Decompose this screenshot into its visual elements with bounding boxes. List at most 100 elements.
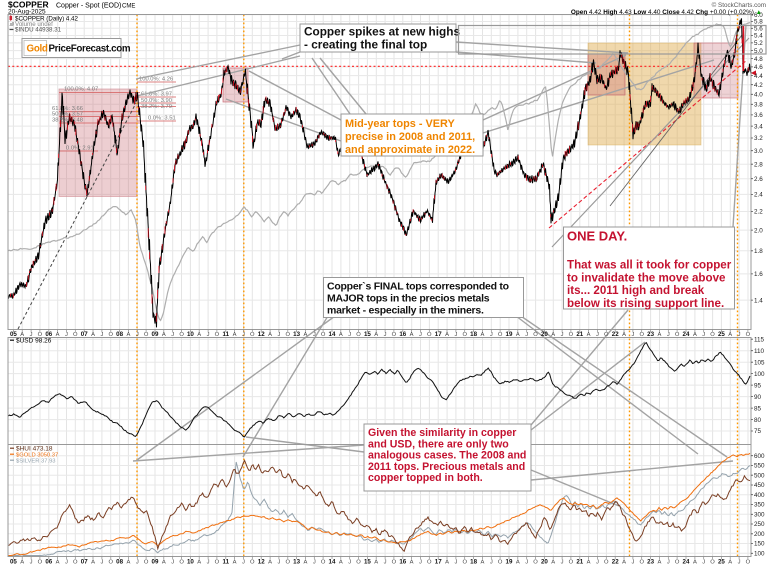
svg-text:250: 250 — [754, 521, 765, 528]
svg-text:below its rising support line.: below its rising support line. — [567, 297, 724, 310]
svg-text:O: O — [710, 560, 715, 566]
svg-text:A: A — [728, 560, 732, 566]
svg-text:O: O — [639, 560, 644, 566]
svg-text:90: 90 — [754, 394, 762, 401]
svg-text:O: O — [215, 560, 220, 566]
svg-text:10: 10 — [187, 559, 194, 566]
svg-text:21: 21 — [576, 331, 583, 338]
svg-text:05: 05 — [10, 331, 17, 338]
svg-text:A: A — [622, 332, 626, 338]
svg-text:600: 600 — [754, 453, 765, 460]
svg-text:J: J — [242, 560, 245, 566]
svg-text:J: J — [384, 332, 387, 338]
svg-text:J: J — [738, 560, 741, 566]
svg-text:06: 06 — [45, 559, 52, 566]
svg-text:That was all it took for coppe: That was all it took for copper — [567, 259, 732, 272]
svg-text:1.4: 1.4 — [754, 297, 763, 304]
svg-text:J: J — [65, 332, 68, 338]
svg-text:and USD, there are only two: and USD, there are only two — [368, 438, 509, 450]
svg-text:O: O — [392, 332, 397, 338]
svg-text:A: A — [551, 560, 555, 566]
svg-text:O: O — [746, 560, 751, 566]
svg-text:J: J — [30, 332, 33, 338]
svg-text:A: A — [233, 560, 237, 566]
svg-text:$COPPER (Daily) 4.42: $COPPER (Daily) 4.42 — [15, 15, 78, 22]
svg-text:5.8: 5.8 — [754, 19, 763, 26]
svg-text:15: 15 — [364, 559, 371, 566]
svg-text:4.2: 4.2 — [754, 82, 763, 89]
svg-text:200: 200 — [754, 531, 765, 538]
svg-text:analogous cases. The 2008 and: analogous cases. The 2008 and — [368, 450, 526, 462]
svg-text:J: J — [313, 560, 316, 566]
svg-text:50.0%: 3.90: 50.0%: 3.90 — [141, 98, 172, 104]
svg-text:09: 09 — [152, 331, 159, 338]
svg-text:Mid-year tops - VERY: Mid-year tops - VERY — [345, 118, 455, 130]
svg-text:J: J — [207, 332, 210, 338]
svg-text:J: J — [738, 332, 741, 338]
svg-text:A: A — [339, 332, 343, 338]
svg-text:61.8%: 3.66: 61.8%: 3.66 — [52, 106, 83, 112]
svg-text:J: J — [490, 560, 493, 566]
svg-text:$HUI 473.18: $HUI 473.18 — [16, 446, 53, 453]
svg-text:18: 18 — [470, 331, 477, 338]
svg-text:0.0%: 2.91: 0.0%: 2.91 — [66, 145, 94, 151]
svg-text:J: J — [136, 332, 139, 338]
svg-text:22: 22 — [612, 331, 619, 338]
svg-text:4.6: 4.6 — [754, 64, 763, 71]
svg-text:4.4: 4.4 — [754, 73, 763, 80]
svg-text:A: A — [693, 560, 697, 566]
svg-text:J: J — [242, 332, 245, 338]
svg-text:A: A — [162, 332, 166, 338]
svg-text:J: J — [525, 332, 528, 338]
svg-text:38.2%: 3.79: 38.2%: 3.79 — [141, 104, 172, 110]
svg-text:16: 16 — [399, 331, 406, 338]
svg-text:O: O — [533, 560, 538, 566]
svg-text:J: J — [136, 560, 139, 566]
svg-text:$COPPER: $COPPER — [8, 0, 49, 10]
svg-text:2011 tops. Precious metals and: 2011 tops. Precious metals and — [368, 461, 525, 473]
svg-text:A: A — [197, 560, 201, 566]
svg-text:A: A — [303, 332, 307, 338]
svg-text:© StockCharts.com: © StockCharts.com — [712, 1, 766, 9]
svg-text:O: O — [144, 332, 149, 338]
svg-text:J: J — [561, 332, 564, 338]
svg-text:Copper - Spot (EOD): Copper - Spot (EOD) — [56, 3, 121, 10]
svg-text:J: J — [348, 332, 351, 338]
svg-text:O: O — [356, 560, 361, 566]
svg-text:16: 16 — [399, 559, 406, 566]
svg-text:A: A — [20, 560, 24, 566]
svg-text:CME: CME — [122, 4, 135, 10]
svg-text:3.0: 3.0 — [754, 148, 763, 155]
svg-text:17: 17 — [435, 559, 442, 566]
svg-text:100: 100 — [754, 551, 765, 558]
svg-text:O: O — [179, 560, 184, 566]
svg-text:12: 12 — [258, 331, 265, 338]
svg-text:O: O — [38, 560, 43, 566]
svg-text:O: O — [286, 332, 291, 338]
svg-text:08: 08 — [116, 331, 123, 338]
svg-text:17: 17 — [435, 331, 442, 338]
svg-text:A: A — [56, 560, 60, 566]
svg-text:O: O — [462, 332, 467, 338]
svg-text:100.0%: 4.07: 100.0%: 4.07 — [64, 87, 98, 93]
svg-text:O: O — [675, 560, 680, 566]
svg-text:24: 24 — [683, 559, 690, 566]
svg-text:J: J — [631, 560, 634, 566]
svg-text:5.6: 5.6 — [754, 26, 763, 33]
svg-text:5.2: 5.2 — [754, 40, 763, 47]
svg-text:A: A — [374, 332, 378, 338]
svg-text:A: A — [445, 332, 449, 338]
svg-text:12: 12 — [258, 559, 265, 566]
svg-text:115: 115 — [754, 336, 765, 343]
svg-text:38.2%: 3.48: 38.2%: 3.48 — [52, 118, 83, 124]
svg-text:A: A — [126, 560, 130, 566]
svg-text:J: J — [667, 560, 670, 566]
svg-text:A: A — [516, 332, 520, 338]
svg-text:3.8: 3.8 — [754, 102, 763, 109]
svg-text:ONE DAY.: ONE DAY. — [567, 229, 627, 244]
svg-text:J: J — [419, 560, 422, 566]
svg-text:A: A — [374, 560, 378, 566]
svg-text:O: O — [250, 332, 255, 338]
svg-text:$GOLD 3050.37: $GOLD 3050.37 — [16, 453, 58, 459]
svg-text:A: A — [622, 560, 626, 566]
